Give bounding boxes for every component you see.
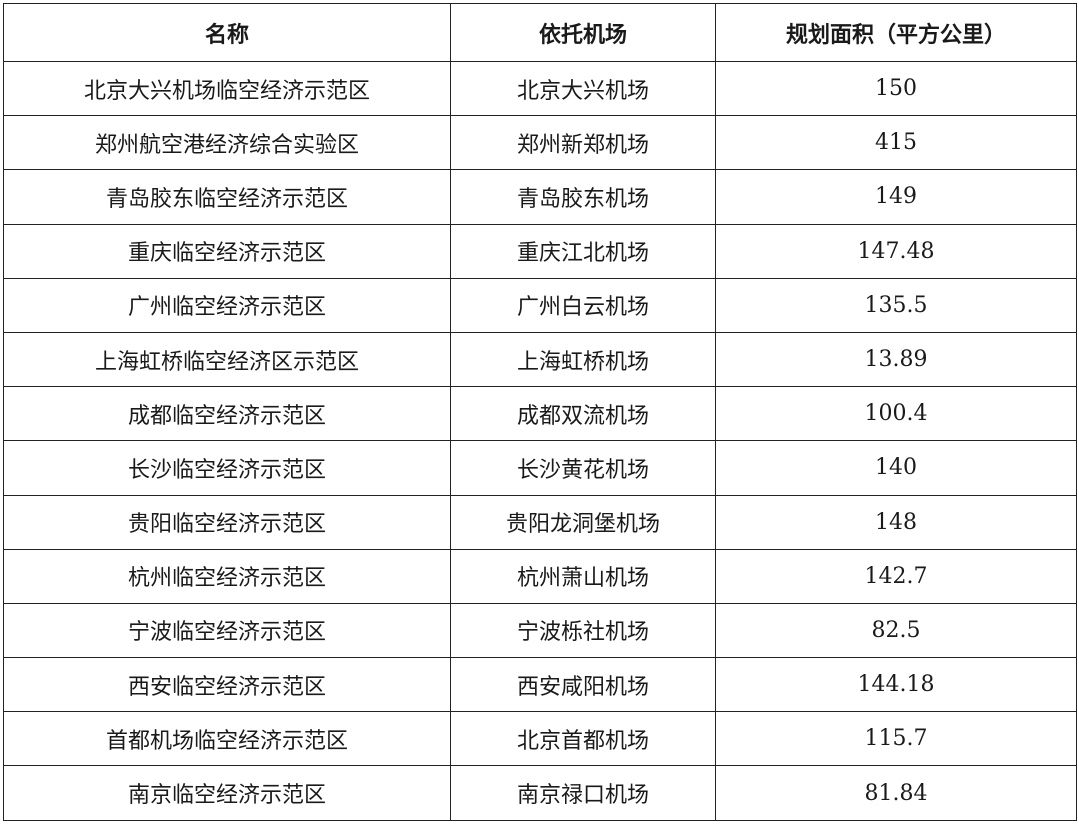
cell-area: 142.7 [715,548,1077,604]
table-row: 宁波临空经济示范区 宁波栎社机场 82.5 [3,602,1077,659]
cell-area: 115.7 [715,711,1077,767]
table-row: 上海虹桥临空经济区示范区 上海虹桥机场 13.89 [3,331,1077,388]
cell-zone-name: 重庆临空经济示范区 [3,223,451,279]
header-name: 名称 [3,3,451,62]
table-row: 贵阳临空经济示范区 贵阳龙洞堡机场 148 [3,494,1077,550]
airport-economy-zones-table: 名称 依托机场 规划面积（平方公里） 北京大兴机场临空经济示范区 北京大兴机场 15… [3,3,1077,821]
cell-airport: 广州白云机场 [450,277,716,333]
cell-area: 135.5 [715,277,1077,333]
cell-area: 82.5 [715,602,1077,659]
cell-zone-name: 郑州航空港经济综合实验区 [3,115,451,171]
cell-zone-name: 北京大兴机场临空经济示范区 [3,60,451,117]
cell-airport: 宁波栎社机场 [450,602,716,659]
cell-area: 144.18 [715,657,1077,713]
cell-airport: 上海虹桥机场 [450,331,716,388]
table-row: 成都临空经济示范区 成都双流机场 100.4 [3,386,1077,442]
cell-area: 140 [715,440,1077,496]
table-header-row: 名称 依托机场 规划面积（平方公里） [3,3,1077,62]
cell-airport: 杭州萧山机场 [450,548,716,604]
cell-zone-name: 青岛胶东临空经济示范区 [3,169,451,225]
cell-airport: 南京禄口机场 [450,765,716,821]
cell-zone-name: 西安临空经济示范区 [3,657,451,713]
cell-area: 13.89 [715,331,1077,388]
table-row: 广州临空经济示范区 广州白云机场 135.5 [3,277,1077,333]
cell-airport: 重庆江北机场 [450,223,716,279]
table-body: 北京大兴机场临空经济示范区 北京大兴机场 150 郑州航空港经济综合实验区 郑州新郑机场… [3,60,1077,821]
cell-area: 149 [715,169,1077,225]
header-area: 规划面积（平方公里） [715,3,1077,62]
cell-zone-name: 贵阳临空经济示范区 [3,494,451,550]
cell-zone-name: 南京临空经济示范区 [3,765,451,821]
header-airport: 依托机场 [450,3,716,62]
table-row: 北京大兴机场临空经济示范区 北京大兴机场 150 [3,60,1077,117]
cell-zone-name: 宁波临空经济示范区 [3,602,451,659]
cell-airport: 成都双流机场 [450,386,716,442]
cell-area: 100.4 [715,386,1077,442]
cell-airport: 北京大兴机场 [450,60,716,117]
cell-zone-name: 上海虹桥临空经济区示范区 [3,331,451,388]
cell-area: 81.84 [715,765,1077,821]
cell-zone-name: 首都机场临空经济示范区 [3,711,451,767]
table-row: 重庆临空经济示范区 重庆江北机场 147.48 [3,223,1077,279]
cell-area: 147.48 [715,223,1077,279]
table-row: 西安临空经济示范区 西安咸阳机场 144.18 [3,657,1077,713]
table-row: 杭州临空经济示范区 杭州萧山机场 142.7 [3,548,1077,604]
table-row: 长沙临空经济示范区 长沙黄花机场 140 [3,440,1077,496]
cell-airport: 长沙黄花机场 [450,440,716,496]
cell-area: 148 [715,494,1077,550]
cell-airport: 西安咸阳机场 [450,657,716,713]
cell-zone-name: 长沙临空经济示范区 [3,440,451,496]
cell-area: 150 [715,60,1077,117]
table-row: 南京临空经济示范区 南京禄口机场 81.84 [3,765,1077,821]
table-row: 青岛胶东临空经济示范区 青岛胶东机场 149 [3,169,1077,225]
table-row: 首都机场临空经济示范区 北京首都机场 115.7 [3,711,1077,767]
cell-airport: 郑州新郑机场 [450,115,716,171]
cell-zone-name: 杭州临空经济示范区 [3,548,451,604]
cell-airport: 北京首都机场 [450,711,716,767]
cell-area: 415 [715,115,1077,171]
cell-airport: 青岛胶东机场 [450,169,716,225]
cell-zone-name: 广州临空经济示范区 [3,277,451,333]
table-row: 郑州航空港经济综合实验区 郑州新郑机场 415 [3,115,1077,171]
cell-zone-name: 成都临空经济示范区 [3,386,451,442]
cell-airport: 贵阳龙洞堡机场 [450,494,716,550]
